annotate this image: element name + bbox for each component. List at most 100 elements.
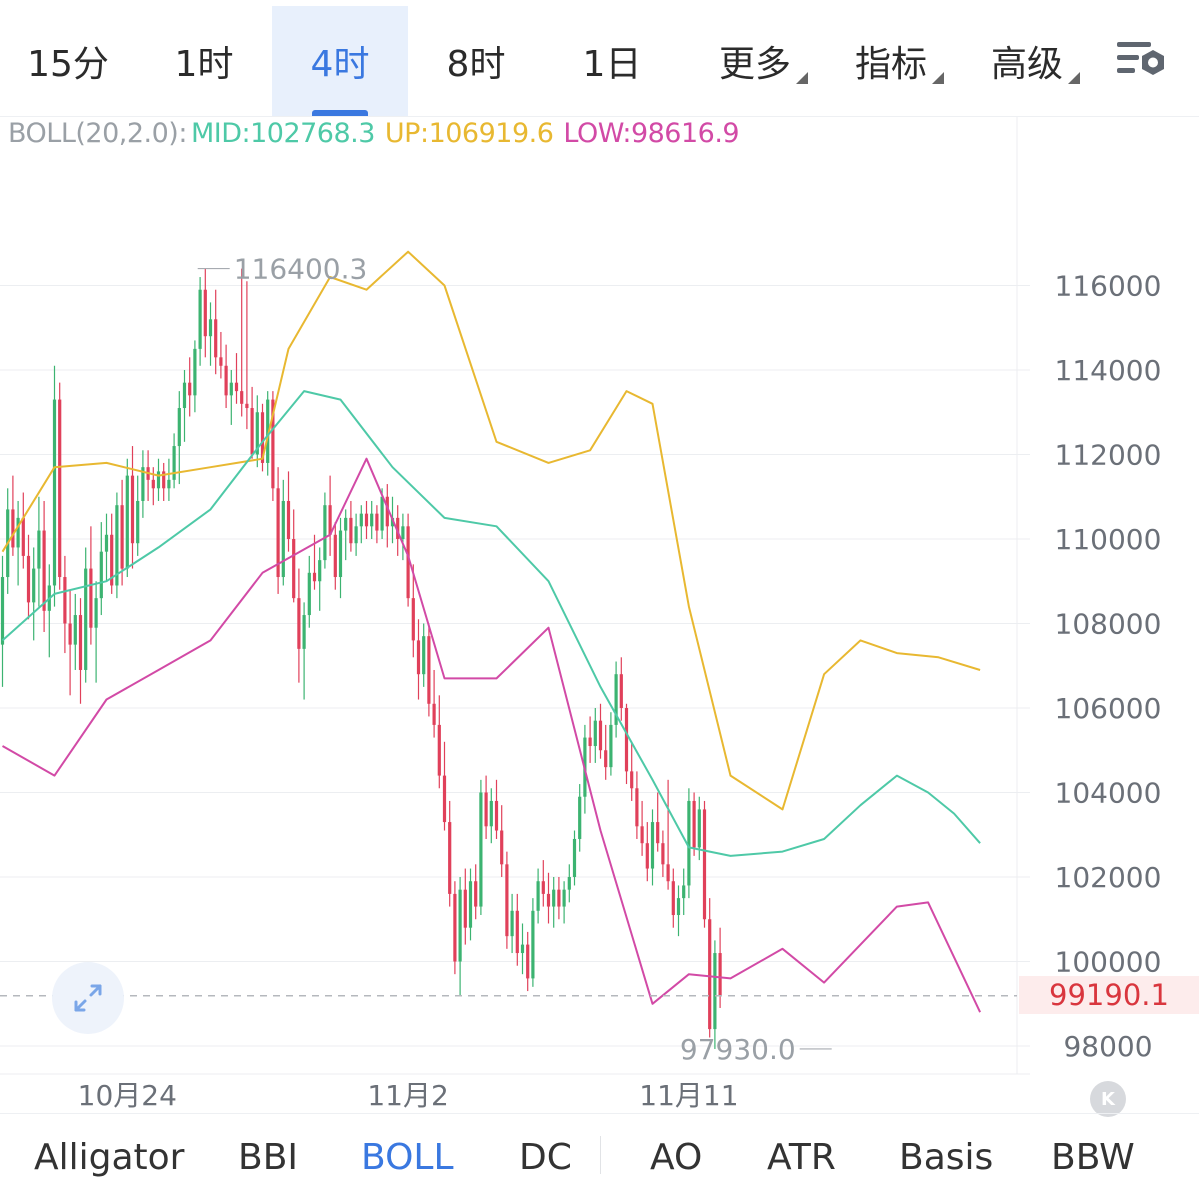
tab-label: 1日 [582, 44, 642, 85]
price-chart[interactable]: 98000 100000 102000 104000 106000 108000 11000… [0, 117, 1199, 1113]
candle-body [708, 919, 712, 1030]
candle-body [546, 893, 551, 907]
candle-body [240, 391, 244, 404]
candle-body [21, 517, 25, 556]
tab-indicators[interactable]: 指标 [836, 6, 946, 116]
scroll-to-latest-icon[interactable]: K [1090, 1081, 1126, 1117]
expand-chart-icon[interactable] [52, 962, 124, 1034]
candle-body [474, 881, 478, 907]
candle-body [604, 750, 608, 768]
tab-4h[interactable]: 4时 [272, 6, 408, 116]
header-divider [0, 116, 1199, 117]
candle-body [526, 944, 530, 979]
candle-body [208, 319, 213, 337]
y-tick-label: 108000 [1055, 608, 1162, 641]
candle-body [624, 708, 629, 772]
candle-body [468, 881, 473, 928]
tab-label: 4时 [310, 44, 370, 85]
candle-body [37, 530, 41, 569]
indicator-tab-atr[interactable]: ATR [767, 1136, 836, 1178]
candle-body [224, 365, 228, 396]
candle-body [63, 577, 67, 624]
candle-body [73, 615, 77, 645]
candle-body [650, 822, 655, 869]
candle-body [68, 623, 72, 645]
tab-1h[interactable]: 1时 [156, 6, 252, 116]
candle-body [89, 568, 93, 628]
candle-body [489, 800, 493, 827]
candle-body [99, 551, 103, 599]
candle-body [333, 534, 337, 578]
indicator-tab-bbw[interactable]: BBW [1051, 1136, 1135, 1178]
candle-body [214, 319, 218, 358]
chart-settings-icon[interactable] [1113, 38, 1171, 86]
boll-upper-line [1, 250, 981, 811]
tab-label: 指标 [854, 44, 927, 85]
indicator-tab-boll[interactable]: BOLL [361, 1136, 454, 1178]
indicator-tab-alligator[interactable]: Alligator [34, 1136, 185, 1178]
indicator-tab-ao[interactable]: AO [650, 1136, 703, 1178]
candle-body [630, 771, 634, 789]
tab-15m[interactable]: 15分 [20, 6, 116, 116]
candle-body [354, 526, 358, 544]
indicator-tab-dc[interactable]: DC [519, 1136, 572, 1178]
candle-body [484, 792, 488, 827]
candle-body [182, 382, 187, 409]
candle-body [702, 809, 707, 920]
candle-body [120, 505, 124, 569]
candle-body [713, 953, 717, 1030]
candle-body [640, 826, 644, 844]
candle-body [635, 788, 639, 827]
candle-body [572, 838, 577, 877]
candle-body [645, 843, 649, 869]
candle-body [193, 348, 197, 396]
candle-body [536, 881, 540, 911]
candle-body [432, 703, 436, 725]
candle-body [250, 408, 254, 455]
candle-body [219, 357, 223, 366]
candle-body [682, 885, 686, 899]
y-tick-label: 112000 [1055, 439, 1162, 472]
candle-body [245, 403, 249, 409]
indicator-tab-bbi[interactable]: BBI [238, 1136, 299, 1178]
candle-body [552, 889, 556, 907]
x-tick-label: 10月24 [78, 1079, 177, 1112]
candle-body [500, 830, 504, 865]
tab-8h[interactable]: 8时 [428, 6, 524, 116]
candle-body [328, 505, 332, 535]
candle-body [78, 615, 83, 670]
candle-body [437, 724, 441, 776]
caret-down-icon [1068, 72, 1080, 84]
candle-body [697, 809, 701, 848]
candle-body [110, 534, 114, 586]
candle-body [661, 843, 665, 865]
candle-body [266, 399, 270, 463]
tab-more[interactable]: 更多 [700, 6, 810, 116]
candle-body [58, 399, 62, 578]
y-tick-label: 114000 [1055, 354, 1162, 387]
candle-body [172, 446, 176, 480]
candle-body [494, 800, 499, 831]
candle-body [676, 898, 681, 916]
candle-body [115, 505, 119, 586]
candle-body [453, 893, 457, 962]
candle-body [349, 517, 353, 544]
tab-advanced[interactable]: 高级 [972, 6, 1082, 116]
tab-label: 更多 [718, 44, 791, 85]
candle-body [666, 864, 670, 882]
candle-body [671, 881, 675, 916]
candle-body [167, 479, 171, 489]
candle-body [718, 953, 722, 996]
candle-body [338, 530, 343, 578]
candle-body [292, 539, 296, 599]
tab-1d[interactable]: 1日 [564, 6, 660, 116]
tab-label: 8时 [446, 44, 506, 85]
high-price-annotation: 116400.3 [234, 253, 368, 286]
caret-down-icon [796, 72, 808, 84]
boll-legend: BOLL(20,2.0): MID:102768.3 UP:106919.6 L… [8, 118, 740, 154]
candle-body [0, 577, 5, 645]
y-tick-label: 110000 [1055, 523, 1162, 556]
candle-body [318, 560, 322, 582]
indicator-tab-basis[interactable]: Basis [899, 1136, 994, 1178]
candle-body [16, 517, 20, 548]
